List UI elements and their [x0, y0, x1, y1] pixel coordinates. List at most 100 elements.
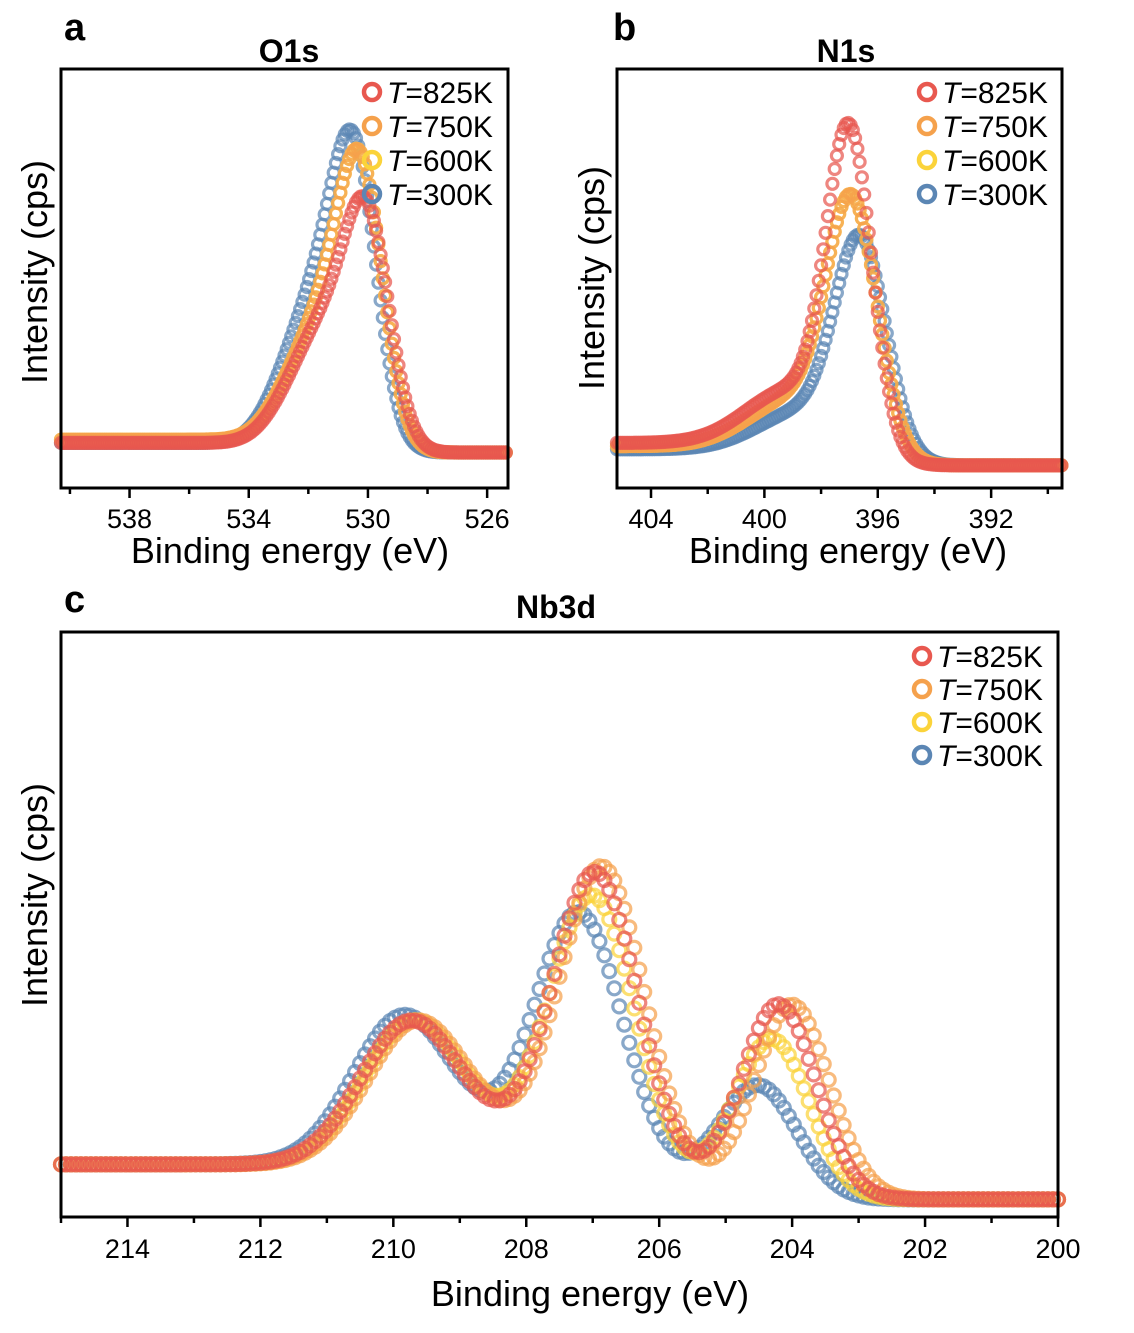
x-tick-label: 392 [969, 504, 1014, 534]
x-tick-label: 212 [238, 1234, 283, 1264]
data-point [965, 1191, 982, 1208]
data-point [975, 1191, 992, 1208]
data-point [735, 1100, 753, 1117]
data-point [1014, 1191, 1032, 1208]
panel-letter-b: b [613, 7, 636, 49]
data-point [825, 1087, 842, 1104]
data-point [167, 1156, 184, 1173]
legend-marker [916, 183, 938, 205]
x-axis-label-nb3d: Binding energy (eV) [431, 1273, 749, 1314]
data-point [142, 1156, 159, 1173]
legend-marker [916, 115, 938, 137]
data-point [331, 147, 346, 162]
legend-label: T=825K [942, 77, 1048, 110]
data-point [606, 980, 623, 997]
data-point [97, 1156, 115, 1173]
legend-marker [911, 744, 933, 766]
data-points-nb3d [52, 858, 1067, 1208]
data-point [328, 257, 343, 272]
data-point [526, 1036, 543, 1054]
data-point [551, 946, 568, 963]
chart-title-o1s: O1s [259, 33, 319, 69]
data-point [202, 1156, 219, 1173]
data-point [222, 1155, 239, 1173]
data-point [375, 260, 390, 276]
data-point [77, 1156, 95, 1173]
data-point [611, 911, 628, 928]
data-point [877, 356, 892, 371]
x-tick-label: 210 [371, 1234, 416, 1264]
data-point [875, 340, 890, 355]
data-point [945, 1191, 962, 1208]
data-point [850, 141, 865, 156]
data-point [516, 1026, 533, 1043]
data-point [1024, 1191, 1042, 1208]
data-point [809, 288, 824, 303]
data-point [910, 1191, 927, 1208]
y-axis-label-nb3d: Intensity (cps) [14, 783, 55, 1007]
data-point [829, 148, 845, 163]
data-point [829, 215, 845, 230]
data-point [725, 1089, 743, 1106]
data-point [162, 1156, 179, 1173]
x-tick-label: 400 [742, 504, 787, 534]
x-tick-label: 396 [855, 504, 900, 534]
data-point [813, 348, 829, 364]
data-point [137, 1156, 154, 1173]
legend-marker [916, 81, 938, 103]
data-point [920, 1191, 937, 1208]
data-point [656, 1091, 673, 1108]
data-point [132, 1156, 149, 1173]
plot-frame-o1s [59, 67, 510, 490]
data-point [811, 273, 826, 288]
chart-title-n1s: N1s [817, 33, 876, 69]
data-point [925, 1191, 942, 1208]
panel-letter-c: c [64, 579, 85, 621]
data-point [521, 1051, 538, 1068]
data-point [127, 1156, 144, 1173]
data-point [333, 242, 348, 257]
data-point [340, 219, 355, 234]
data-point [67, 1156, 85, 1173]
x-tick-label: 202 [903, 1234, 948, 1264]
data-point [985, 1191, 1002, 1208]
data-point [322, 278, 337, 293]
x-tick-label: 538 [107, 504, 152, 534]
legend-label: T=825K [387, 77, 493, 110]
data-point [389, 345, 404, 360]
data-point [601, 911, 618, 928]
legend-marker [911, 645, 933, 667]
data-point [373, 247, 388, 262]
data-point [1029, 1191, 1047, 1208]
data-point [87, 1156, 105, 1173]
data-point [807, 301, 822, 316]
series-750K [52, 858, 1067, 1208]
data-point [621, 951, 638, 968]
data-point [935, 1191, 952, 1208]
data-point [816, 341, 831, 356]
data-point [626, 1052, 643, 1069]
data-point [1039, 1191, 1057, 1208]
data-point [720, 1102, 738, 1120]
data-point [827, 161, 842, 177]
data-point [531, 1020, 548, 1038]
data-point [861, 225, 876, 240]
series-750K [609, 186, 1069, 473]
data-point [192, 1156, 209, 1173]
plot-frame-n1s [615, 67, 1064, 490]
legend-label: T=750K [387, 111, 493, 144]
legend-label: T=600K [387, 145, 493, 178]
data-point [852, 203, 867, 218]
data-points-n1s [609, 115, 1069, 473]
data-point [836, 258, 851, 273]
data-point [825, 176, 840, 191]
data-point [730, 1075, 748, 1092]
data-point [591, 933, 608, 950]
y-axis-label-n1s: Intensity (cps) [571, 166, 612, 390]
x-tick-label: 204 [770, 1234, 815, 1264]
legend-label: T=300K [387, 179, 493, 212]
panel-letter-a: a [64, 7, 86, 49]
data-point [646, 1057, 663, 1074]
